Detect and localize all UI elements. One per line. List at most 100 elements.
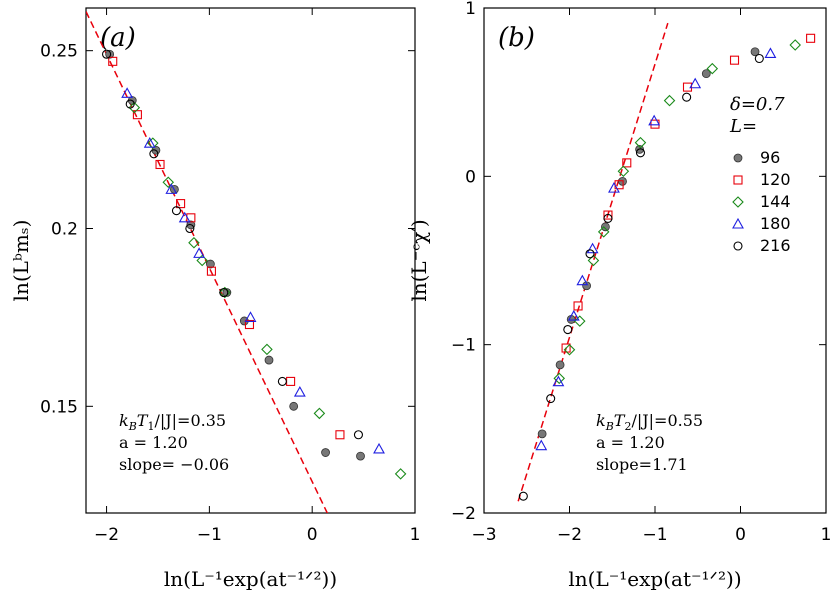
data-point [188, 236, 200, 249]
data-point [754, 53, 764, 64]
data-point [219, 286, 231, 299]
data-point [682, 82, 693, 92]
data-point [121, 87, 134, 98]
data-point [729, 55, 740, 65]
panel-a: −2 −1 0 1 0.15 0.2 0.25 ln(L⁻¹exp(at⁻¹ᐟ²)) ln(Lᵇ… [9, 7, 420, 591]
data-point [264, 355, 274, 365]
data-point [617, 165, 630, 178]
x-axis-label: ln(L⁻¹exp(at⁻¹ᐟ²)) [164, 567, 337, 591]
x-tick-label: 0 [735, 525, 746, 545]
x-tick-label: −2 [94, 525, 119, 545]
data-point [585, 249, 595, 259]
annotation-text: a = 1.20 [596, 433, 665, 452]
data-point [185, 223, 195, 234]
data-point [155, 159, 165, 170]
y-tick-label: 0.2 [51, 219, 78, 239]
data-point [535, 439, 548, 451]
data-point [552, 375, 565, 387]
x-tick-label: −1 [642, 525, 667, 545]
fit-line [517, 22, 669, 502]
panel-b: −3 −2 −1 0 1−2−101ln(L⁻¹exp(at⁻¹ᐟ²))ln(L⁻ᶜχ′… [407, 0, 830, 591]
data-point [162, 176, 175, 189]
y-tick-label: 1 [465, 0, 476, 19]
y-tick-label: 0 [465, 167, 476, 187]
panel-label: (b) [498, 23, 535, 53]
data-point [706, 62, 719, 75]
series-L180 [535, 47, 777, 451]
legend-label: 144 [760, 192, 791, 211]
data-point [806, 33, 816, 43]
data-point [603, 213, 613, 223]
data-point [143, 137, 156, 148]
data-point [635, 148, 646, 158]
data-point [149, 149, 159, 159]
data-point [193, 247, 206, 258]
data-point [373, 442, 385, 454]
series-L144 [128, 101, 407, 480]
data-point [219, 287, 229, 298]
data-point [222, 288, 232, 297]
series-L96 [537, 47, 760, 439]
data-point [132, 110, 142, 120]
legend-label: 216 [760, 236, 791, 255]
data-point [663, 94, 676, 107]
legend-label: 120 [760, 170, 791, 189]
data-point [293, 385, 306, 397]
data-point [335, 430, 345, 440]
data-point [196, 254, 208, 267]
data-point [603, 210, 613, 220]
data-point [635, 144, 645, 154]
legend-label: 96 [760, 148, 780, 167]
data-point [537, 429, 547, 439]
data-point [601, 222, 610, 232]
data-point [567, 309, 580, 321]
data-point [178, 211, 191, 223]
data-point [171, 206, 182, 216]
data-point [394, 468, 407, 480]
data-point [102, 49, 112, 59]
data-point [356, 451, 365, 461]
x-tick-label: 1 [821, 525, 830, 545]
data-point [622, 158, 632, 168]
legend-marker [732, 196, 744, 208]
data-point [582, 281, 591, 291]
data-point [147, 137, 159, 149]
x-tick-label: 0 [307, 525, 318, 545]
data-point [313, 407, 326, 420]
series-L180 [121, 87, 385, 454]
data-point [518, 491, 528, 501]
data-point [573, 301, 583, 311]
data-point [597, 226, 610, 238]
fit-line [86, 11, 329, 513]
data-point [573, 315, 586, 327]
data-point [750, 47, 760, 57]
data-point [701, 69, 711, 79]
data-point [277, 376, 287, 386]
data-point [689, 77, 702, 89]
annotation-text: kBT1/|J|=0.35 [119, 411, 226, 433]
data-point [555, 360, 565, 370]
legend-marker [732, 217, 744, 229]
data-point [125, 99, 135, 109]
y-axis-label: ln(L⁻ᶜχ′) [407, 219, 431, 301]
y-tick-label: 0.15 [40, 397, 78, 417]
panel-label: (a) [100, 23, 136, 53]
data-point [261, 343, 273, 356]
data-point [206, 266, 216, 276]
data-point [176, 199, 186, 209]
data-point [128, 101, 141, 114]
data-point [789, 39, 801, 51]
data-point [206, 259, 215, 269]
legend-marker [733, 175, 743, 185]
data-point [608, 181, 620, 193]
series-L96 [105, 49, 365, 461]
annotation-text: slope=1.71 [596, 455, 688, 474]
data-point [108, 56, 118, 66]
y-tick-label: −1 [451, 336, 476, 356]
annotation-text: kBT2/|J|=0.55 [596, 411, 703, 433]
plot-frame-a [85, 7, 416, 514]
data-point [321, 448, 330, 457]
series-L216 [102, 49, 364, 440]
data-point [618, 176, 627, 186]
series-L120 [108, 56, 345, 440]
